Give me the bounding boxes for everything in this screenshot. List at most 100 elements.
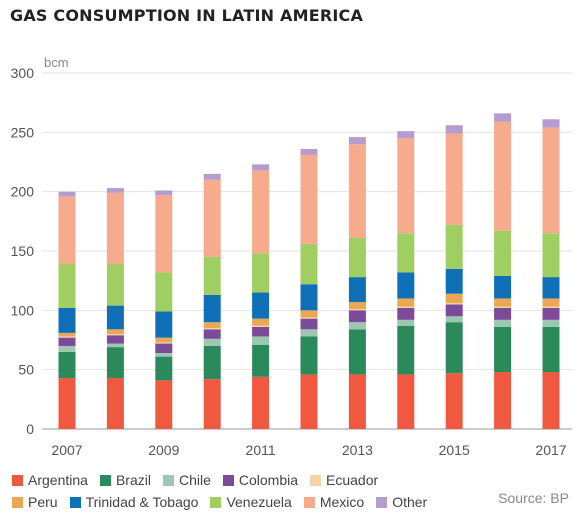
bar-segment-peru-2013 [348, 302, 366, 310]
bar-segment-colombia-2014 [397, 307, 415, 320]
bar-segment-colombia-2009 [155, 343, 173, 354]
legend-item: Ecuador [310, 472, 378, 488]
bar-segment-trinidad-tobago-2009 [155, 311, 173, 338]
bar-segment-ecuador-2013 [348, 309, 366, 311]
bar-segment-mexico-2011 [252, 170, 270, 254]
legend-label: Chile [178, 472, 211, 488]
bar-segment-trinidad-tobago-2012 [300, 284, 318, 311]
bar-segment-colombia-2013 [348, 310, 366, 323]
bar-segment-other-2017 [542, 119, 560, 128]
bar-segment-peru-2011 [252, 318, 270, 326]
stacked-bar-chart: 0 50 100 150 200 250 300 bcm 2007 2009 2011 2013 201… [11, 55, 572, 458]
legend-item: Trinidad & Tobago [69, 494, 199, 510]
bar-segment-argentina-2013 [348, 374, 366, 429]
bar-segment-argentina-2009 [155, 380, 173, 429]
bar-segment-chile-2014 [397, 319, 415, 326]
bar-segment-argentina-2011 [252, 376, 270, 429]
y-tick-label: 50 [18, 362, 34, 378]
bar-segment-ecuador-2010 [203, 328, 221, 330]
bar-segment-chile-2008 [106, 343, 124, 348]
bar-segment-argentina-2008 [106, 377, 124, 429]
legend-item: Mexico [303, 494, 364, 510]
y-tick-label: 100 [11, 302, 35, 318]
legend-swatch [69, 496, 81, 508]
x-tick-label: 2017 [535, 442, 566, 458]
bar-segment-venezuela-2015 [445, 224, 463, 269]
bar-segment-trinidad-tobago-2013 [348, 277, 366, 303]
legend-swatch [376, 496, 388, 508]
bar-segment-ecuador-2008 [106, 334, 124, 336]
bar-segment-peru-2008 [106, 329, 124, 335]
bar-segment-colombia-2017 [542, 307, 560, 320]
legend-label: Venezuela [226, 494, 292, 510]
legend-item: Argentina [12, 472, 88, 488]
y-tick-label: 200 [11, 184, 35, 200]
bar-segment-mexico-2009 [155, 195, 173, 273]
bar-segment-ecuador-2009 [155, 342, 173, 344]
bar-segment-trinidad-tobago-2016 [494, 275, 512, 299]
bar-segment-peru-2017 [542, 298, 560, 307]
bar-segment-colombia-2015 [445, 304, 463, 317]
bar-segment-argentina-2016 [494, 372, 512, 429]
bar-segment-chile-2016 [494, 319, 512, 327]
legend-swatch [222, 474, 234, 486]
bar-segment-trinidad-tobago-2017 [542, 277, 560, 299]
bar-segment-venezuela-2008 [106, 264, 124, 306]
bar-segment-argentina-2014 [397, 374, 415, 429]
legend-label: Other [392, 494, 428, 510]
bar-segment-other-2008 [106, 188, 124, 193]
bar-segment-brazil-2008 [106, 347, 124, 378]
bar-segment-peru-2015 [445, 293, 463, 304]
bar-segment-argentina-2017 [542, 372, 560, 429]
bar-segment-peru-2007 [58, 332, 76, 337]
legend-swatch [99, 474, 111, 486]
bar-segment-chile-2009 [155, 353, 173, 357]
bar-segment-mexico-2008 [106, 192, 124, 265]
bar-segment-venezuela-2009 [155, 272, 173, 312]
bar-segment-venezuela-2014 [397, 233, 415, 273]
bar-segment-peru-2010 [203, 322, 221, 329]
bar-segment-chile-2013 [348, 322, 366, 330]
bar-segment-chile-2010 [203, 338, 221, 346]
bar-segment-chile-2011 [252, 336, 270, 345]
bar-segment-trinidad-tobago-2014 [397, 272, 415, 299]
bar-segment-brazil-2012 [300, 336, 318, 375]
bar-segment-mexico-2016 [494, 121, 512, 231]
bar-segment-other-2013 [348, 137, 366, 145]
bar-segment-colombia-2011 [252, 326, 270, 337]
legend-label: Colombia [238, 472, 298, 488]
bar-segment-venezuela-2007 [58, 264, 76, 308]
bar-segment-ecuador-2012 [300, 317, 318, 319]
legend-swatch [210, 496, 222, 508]
legend-label: Ecuador [326, 472, 379, 488]
bar-segment-venezuela-2010 [203, 256, 221, 295]
bar-segment-argentina-2015 [445, 373, 463, 429]
source-note: Source: BP [498, 490, 569, 506]
bar-segment-argentina-2010 [203, 379, 221, 429]
bar-segment-other-2010 [203, 173, 221, 180]
bar-segment-chile-2012 [300, 329, 318, 337]
bar-segment-colombia-2012 [300, 318, 318, 330]
legend-item: Colombia [222, 472, 298, 488]
chart-title: GAS CONSUMPTION IN LATIN AMERICA [10, 6, 364, 25]
legend-label: Trinidad & Tobago [85, 494, 199, 510]
bar-segment-ecuador-2016 [494, 306, 512, 308]
legend-label: Brazil [115, 472, 151, 488]
bar-segment-brazil-2009 [155, 356, 173, 381]
bar-segment-trinidad-tobago-2008 [106, 305, 124, 330]
bar-segment-brazil-2013 [348, 329, 366, 375]
bar-segment-ecuador-2015 [445, 303, 463, 305]
bar-segment-trinidad-tobago-2011 [252, 292, 270, 319]
bar-segment-argentina-2012 [300, 374, 318, 429]
bar-segment-chile-2017 [542, 319, 560, 327]
bar-segment-colombia-2008 [106, 335, 124, 344]
legend-row: Peru Trinidad & Tobago Venezuela Mexico Othe… [12, 491, 572, 513]
bar-segment-brazil-2017 [542, 326, 560, 373]
bar-segment-brazil-2015 [445, 322, 463, 374]
bar-segment-trinidad-tobago-2007 [58, 307, 76, 333]
bar-segment-brazil-2016 [494, 326, 512, 373]
bar-segment-chile-2015 [445, 316, 463, 323]
bar-segment-trinidad-tobago-2010 [203, 294, 221, 323]
bar-segment-brazil-2011 [252, 344, 270, 377]
x-tick-label: 2007 [51, 442, 82, 458]
